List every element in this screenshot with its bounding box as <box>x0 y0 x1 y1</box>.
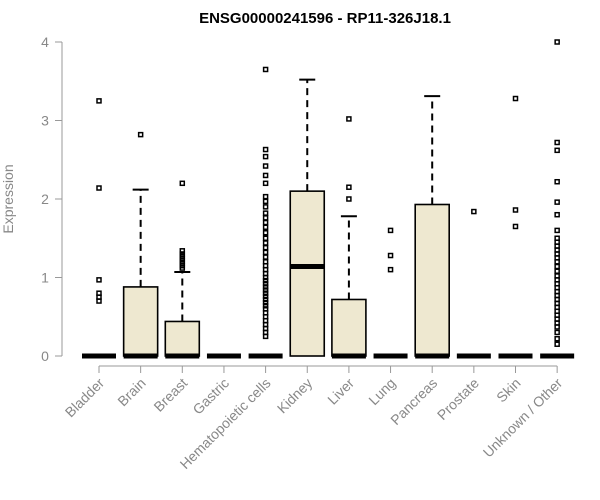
outlier-point <box>346 184 352 190</box>
box-group <box>498 95 533 359</box>
box-group <box>456 208 491 359</box>
outlier-point <box>554 178 560 185</box>
y-tick-label: 4 <box>41 34 49 50</box>
box-body <box>122 286 159 357</box>
x-tick-label: Bladder <box>62 375 108 421</box>
outlier-point <box>554 268 560 274</box>
y-tick-label: 0 <box>41 348 49 364</box>
box-body <box>164 320 201 357</box>
outlier-point <box>262 274 269 281</box>
box-group <box>373 227 408 359</box>
box-group <box>414 95 451 359</box>
outlier-point <box>262 281 269 287</box>
outlier-point <box>262 219 269 226</box>
box-group <box>82 98 116 359</box>
outlier-point <box>512 223 519 230</box>
outlier-point <box>554 259 560 265</box>
outlier-point <box>262 193 269 200</box>
outlier-point <box>262 224 269 231</box>
outlier-point <box>554 139 560 146</box>
x-tick-label: Brain <box>114 375 148 409</box>
x-tick-label: Lung <box>365 375 398 408</box>
box-group <box>248 66 283 359</box>
outlier-point <box>554 147 560 154</box>
box-group <box>164 180 201 359</box>
x-tick-label: Kidney <box>274 375 316 417</box>
outlier-point <box>512 95 519 102</box>
y-tick-label: 2 <box>41 191 49 207</box>
box-group <box>122 131 159 359</box>
box-body <box>289 190 326 357</box>
outlier-point <box>262 244 269 251</box>
outlier-point <box>262 146 269 153</box>
outlier-point <box>262 172 269 179</box>
outlier-point <box>262 204 269 210</box>
outlier-point <box>554 335 560 342</box>
outlier-point <box>262 333 269 340</box>
plot-area <box>82 39 575 359</box>
outlier-point <box>471 208 477 215</box>
outlier-point <box>262 210 269 216</box>
outlier-point <box>262 293 269 300</box>
outlier-point <box>387 266 394 273</box>
outlier-point <box>262 303 269 309</box>
outlier-point <box>262 153 269 160</box>
outlier-point <box>262 235 269 241</box>
outlier-point <box>96 98 102 104</box>
box-group <box>331 116 367 359</box>
y-tick-label: 3 <box>41 113 49 129</box>
outlier-point <box>262 284 269 290</box>
chart-title: ENSG00000241596 - RP11-326J18.1 <box>199 10 451 27</box>
x-tick-label: Prostate <box>434 375 482 423</box>
outlier-point <box>262 277 269 284</box>
outlier-point <box>262 299 269 306</box>
outlier-point <box>179 248 186 254</box>
x-tick-label: Skin <box>493 375 524 406</box>
outlier-point <box>262 66 269 73</box>
box-group <box>289 78 326 357</box>
outlier-point <box>262 290 269 296</box>
outlier-point <box>554 39 560 45</box>
outlier-point <box>262 249 269 256</box>
outlier-point <box>262 180 269 187</box>
x-tick-label: Liver <box>324 375 357 408</box>
outlier-point <box>262 198 269 205</box>
y-axis-label: Expression <box>0 164 16 233</box>
outlier-point <box>554 211 560 218</box>
outlier-point <box>262 215 269 221</box>
outlier-point <box>96 298 102 304</box>
outlier-point <box>554 199 560 205</box>
outlier-point <box>262 163 269 169</box>
outlier-point <box>554 324 560 330</box>
outlier-point <box>387 252 394 259</box>
outlier-point <box>262 240 269 246</box>
outlier-point <box>554 263 560 270</box>
outlier-point <box>346 116 352 122</box>
box-body <box>331 298 367 357</box>
outlier-point <box>262 230 269 236</box>
box-group <box>540 39 575 359</box>
outlier-point <box>96 277 102 283</box>
outlier-point <box>346 196 352 202</box>
outlier-point <box>554 341 560 347</box>
outlier-point <box>137 131 144 138</box>
outlier-point <box>387 227 394 234</box>
outlier-point <box>554 227 560 234</box>
x-tick-label: Unknown / Other <box>480 375 566 461</box>
outlier-point <box>554 329 560 336</box>
outlier-point <box>96 185 102 191</box>
outlier-point <box>262 254 269 260</box>
outlier-point <box>262 296 269 303</box>
y-axis: 0 1 2 3 4 <box>41 34 63 364</box>
outlier-point <box>262 287 269 293</box>
box-body <box>414 203 451 357</box>
y-tick-label: 1 <box>41 270 49 286</box>
x-tick-label: Breast <box>150 375 190 415</box>
outlier-point <box>179 180 186 187</box>
outlier-point <box>512 207 519 213</box>
outlier-point <box>179 265 186 271</box>
